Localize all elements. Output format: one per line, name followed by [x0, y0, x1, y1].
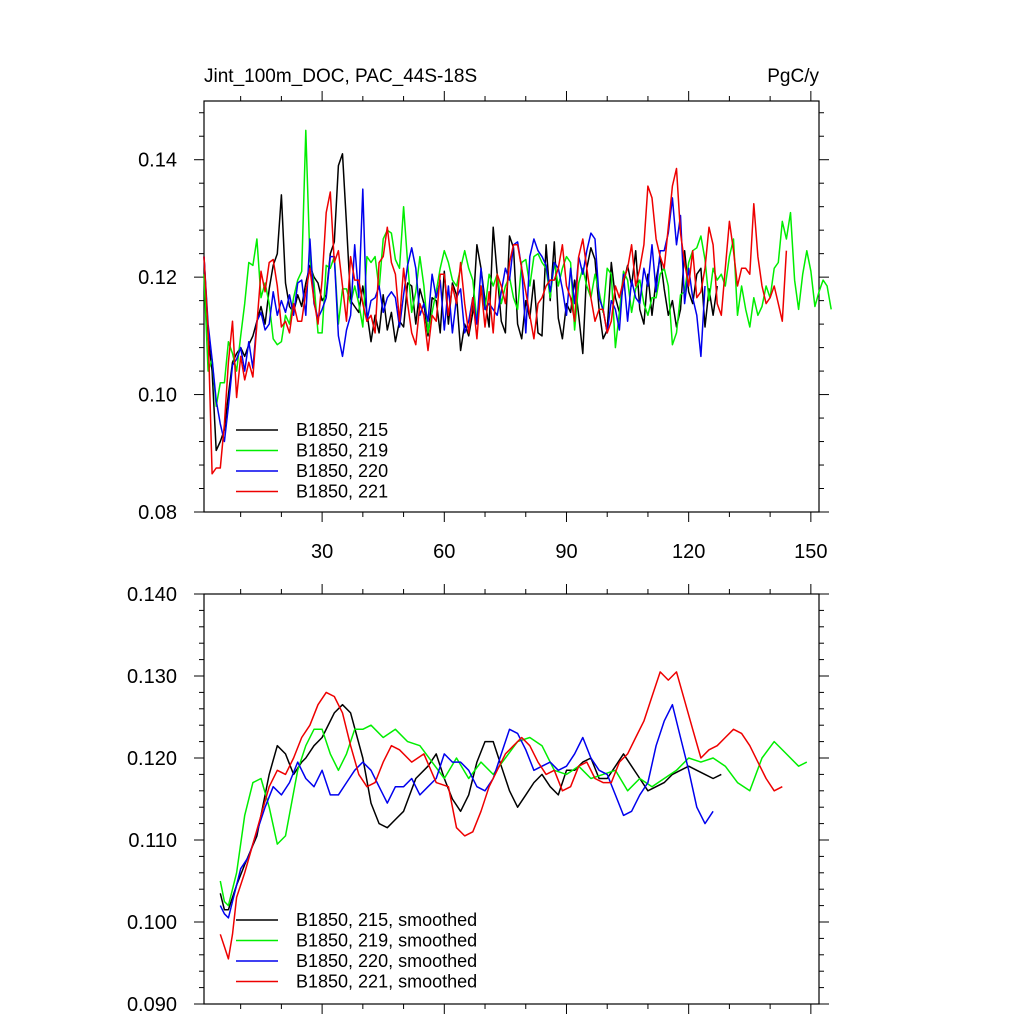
y-tick-label: 0.10: [138, 385, 177, 407]
plot-frame: [203, 593, 820, 1005]
legend-label: B1850, 219, smoothed: [296, 931, 477, 951]
x-tick-label: 150: [794, 541, 827, 563]
y-tick-label: 0.12: [138, 267, 177, 289]
series-line: [219, 703, 714, 919]
plot-left-title: Jint_100m_DOC, PAC_44S-18S: [204, 66, 477, 87]
legend-label: B1850, 219: [296, 441, 388, 461]
series-line: [219, 671, 783, 960]
plot-frame: [203, 100, 820, 513]
bottom-panel-smoothed-series: 0.090 0.100 0.110 0.120 0.130 0.140 B1850, 215…: [127, 584, 829, 1016]
plot-right-title: PgC/y: [767, 66, 819, 87]
legend-label: B1850, 215, smoothed: [296, 910, 477, 930]
x-tick-label: 90: [555, 541, 577, 563]
x-tick-label: 30: [311, 541, 333, 563]
legend-label: B1850, 215: [296, 420, 388, 440]
series-line: [203, 167, 788, 475]
y-tick-label: 0.120: [127, 748, 177, 770]
legend-label: B1850, 221: [296, 482, 388, 502]
y-tick-label: 0.090: [127, 994, 177, 1016]
series-line: [203, 188, 706, 443]
y-tick-label: 0.130: [127, 666, 177, 688]
legend-label: B1850, 220: [296, 461, 388, 481]
x-tick-label: 60: [433, 541, 455, 563]
series-line: [203, 129, 832, 408]
y-tick-label: 0.14: [138, 150, 177, 172]
legend-label: B1850, 220, smoothed: [296, 951, 477, 971]
x-tick-label: 120: [672, 541, 705, 563]
series-line: [219, 724, 808, 907]
y-tick-label: 0.110: [128, 830, 177, 852]
legend-label: B1850, 221, smoothed: [296, 972, 477, 992]
y-tick-label: 0.140: [127, 584, 177, 606]
y-tick-label: 0.100: [127, 912, 177, 934]
y-tick-label: 0.08: [138, 502, 177, 524]
